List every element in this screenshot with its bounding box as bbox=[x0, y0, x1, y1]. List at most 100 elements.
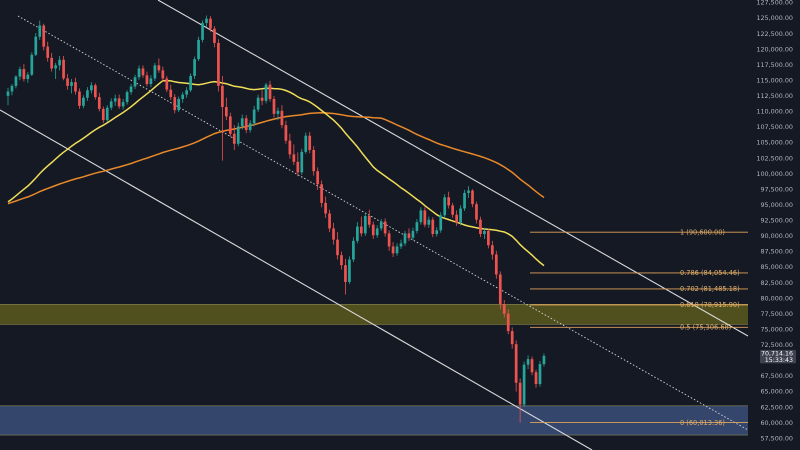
candle-body bbox=[276, 110, 280, 114]
price-tick-label: 62,500.00 bbox=[760, 403, 793, 411]
candle-body bbox=[383, 221, 387, 234]
candle-body bbox=[284, 125, 288, 141]
candle-body bbox=[181, 94, 185, 99]
candle-body bbox=[463, 192, 466, 209]
candle-countdown-label: 15:33:43 bbox=[765, 357, 793, 364]
candle-body bbox=[14, 76, 18, 86]
candle-body bbox=[121, 102, 125, 107]
fib-level-label: 0.786 (84,054.46) bbox=[680, 269, 740, 277]
candle-body bbox=[471, 190, 474, 205]
price-tick-label: 90,000.00 bbox=[760, 232, 793, 240]
candle-body bbox=[256, 97, 260, 110]
candle-body bbox=[141, 68, 145, 76]
price-tick-label: 110,000.00 bbox=[756, 108, 793, 116]
candle-body bbox=[352, 240, 355, 260]
candle-body bbox=[225, 107, 228, 117]
candle-body bbox=[427, 219, 431, 225]
candle-body bbox=[58, 59, 61, 66]
fibonacci-layer: 1 (90,600.00) 0.786 (84,054.46) 0.702 (81,… bbox=[530, 228, 748, 427]
candle-body bbox=[209, 18, 212, 29]
fib-level-label: 1 (90,600.00) bbox=[680, 228, 725, 236]
candle-body bbox=[308, 135, 312, 150]
candle-body bbox=[205, 18, 208, 24]
price-tick-label: 80,000.00 bbox=[760, 294, 793, 302]
candle-body bbox=[10, 85, 14, 92]
candle-body bbox=[54, 65, 57, 69]
candle-body bbox=[173, 97, 177, 111]
fib-level-label: 0 (60,013.36) bbox=[680, 419, 725, 427]
fib-level-label: 0.702 (81,485.18) bbox=[680, 285, 740, 293]
candle-body bbox=[498, 274, 502, 305]
candle-body bbox=[534, 372, 538, 385]
candle-body bbox=[340, 255, 343, 266]
candle-body bbox=[356, 226, 359, 241]
candle-body bbox=[280, 110, 284, 126]
candle-body bbox=[46, 46, 50, 58]
price-axis: 127,500.00 125,000.00 122,500.00 120,000.00… bbox=[756, 0, 793, 442]
candle-body bbox=[38, 25, 42, 37]
candle-body bbox=[34, 36, 38, 55]
candle-body bbox=[419, 210, 423, 223]
current-price-tag: 70,714.16 15:33:43 bbox=[760, 349, 796, 364]
candle-body bbox=[62, 59, 65, 79]
candle-body bbox=[312, 150, 316, 172]
candle-body bbox=[320, 184, 323, 203]
candle-body bbox=[415, 222, 419, 231]
price-tick-label: 77,500.00 bbox=[760, 310, 793, 318]
candle-body bbox=[66, 78, 69, 86]
price-tick-label: 105,000.00 bbox=[756, 139, 793, 147]
candle-body bbox=[244, 118, 248, 131]
candle-body bbox=[268, 84, 272, 99]
candle-body bbox=[336, 239, 339, 256]
candle-body bbox=[288, 140, 292, 155]
candle-body bbox=[240, 118, 244, 127]
candle-body bbox=[201, 23, 204, 40]
candle-body bbox=[86, 90, 89, 98]
price-tick-label: 82,500.00 bbox=[760, 279, 793, 287]
candle-body bbox=[399, 243, 403, 247]
candle-body bbox=[395, 246, 399, 254]
price-tick-label: 97,500.00 bbox=[760, 185, 793, 193]
candle-body bbox=[387, 233, 391, 247]
price-tick-label: 122,500.00 bbox=[756, 30, 793, 38]
candle-body bbox=[467, 190, 470, 193]
candle-body bbox=[74, 82, 77, 92]
candle-body bbox=[514, 344, 518, 383]
fib-level-label: 0.618 (78,915.90) bbox=[680, 301, 740, 309]
candle-body bbox=[526, 359, 530, 365]
candle-body bbox=[435, 230, 439, 235]
candle-body bbox=[145, 75, 149, 85]
candle-body bbox=[6, 91, 10, 96]
candle-body bbox=[109, 101, 113, 108]
candle-body bbox=[165, 78, 169, 90]
candle-body bbox=[177, 98, 181, 111]
support-zone bbox=[0, 405, 748, 436]
candle-body bbox=[459, 208, 462, 223]
candle-body bbox=[161, 70, 165, 79]
candle-body bbox=[157, 65, 161, 71]
price-tick-label: 127,500.00 bbox=[756, 0, 793, 7]
candle-body bbox=[129, 86, 133, 93]
price-tick-label: 72,500.00 bbox=[760, 341, 793, 349]
candle-body bbox=[26, 74, 30, 80]
candle-body bbox=[423, 210, 427, 225]
candle-body bbox=[117, 98, 121, 107]
candle-body bbox=[518, 382, 522, 405]
candle-body bbox=[379, 221, 383, 229]
candle-body bbox=[213, 28, 216, 43]
candle-body bbox=[232, 133, 236, 144]
candle-body bbox=[78, 91, 81, 106]
candle-body bbox=[292, 154, 296, 162]
candle-body bbox=[133, 77, 137, 87]
candle-body bbox=[105, 107, 109, 121]
price-tick-label: 100,000.00 bbox=[756, 170, 793, 178]
price-tick-label: 95,000.00 bbox=[760, 201, 793, 209]
candle-body bbox=[530, 359, 534, 373]
candle-body bbox=[447, 197, 451, 206]
candle-body bbox=[542, 355, 546, 365]
candle-body bbox=[221, 85, 224, 108]
candle-body bbox=[149, 78, 153, 85]
price-tick-label: 115,000.00 bbox=[756, 76, 793, 84]
